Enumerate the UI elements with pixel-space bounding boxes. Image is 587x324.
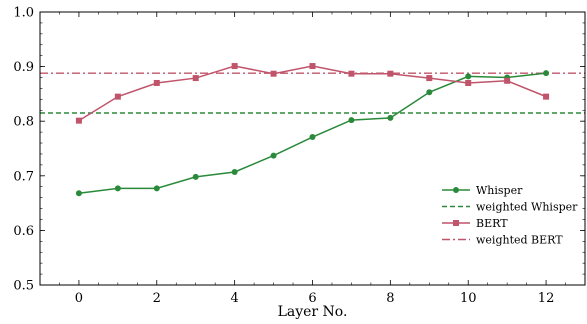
legend-label-1: weighted Whisper <box>476 201 578 214</box>
series-0-point-4 <box>231 168 238 175</box>
legend-label-2: BERT <box>476 217 508 230</box>
y-tick-label-1: 0.6 <box>13 224 34 239</box>
series-1-point-4 <box>231 63 238 70</box>
series-0-point-10 <box>465 73 472 80</box>
series-0-point-7 <box>348 117 355 124</box>
series-1-point-10 <box>465 79 472 86</box>
series-1-point-7 <box>348 70 355 77</box>
series-1-point-1 <box>114 93 121 100</box>
series-1-point-8 <box>387 70 394 77</box>
series-1-point-12 <box>543 93 550 100</box>
y-tick-label-5: 1.0 <box>13 6 34 21</box>
series-1-point-3 <box>192 75 199 82</box>
x-tick-label-2: 4 <box>231 291 239 306</box>
legend-marker-0 <box>453 187 459 193</box>
series-1-point-11 <box>504 77 511 84</box>
series-0-point-5 <box>270 152 277 159</box>
x-axis-label: Layer No. <box>278 304 348 320</box>
series-1-point-5 <box>270 70 277 77</box>
x-tick-label-6: 12 <box>538 291 555 306</box>
x-tick-label-4: 8 <box>386 291 394 306</box>
series-1-point-0 <box>75 117 82 124</box>
series-0-point-6 <box>309 134 316 141</box>
series-0-point-3 <box>192 173 199 180</box>
x-tick-label-5: 10 <box>460 291 477 306</box>
series-1-point-2 <box>153 79 160 86</box>
x-tick-label-0: 0 <box>75 291 83 306</box>
x-tick-label-1: 2 <box>153 291 161 306</box>
series-0-point-2 <box>153 185 160 192</box>
y-tick-label-3: 0.8 <box>13 115 34 130</box>
series-0-point-9 <box>426 89 433 96</box>
y-tick-label-0: 0.5 <box>13 279 34 294</box>
legend-label-0: Whisper <box>476 184 523 197</box>
series-0-point-0 <box>75 190 82 197</box>
legend-label-3: weighted BERT <box>476 234 563 247</box>
series-1-point-6 <box>309 63 316 70</box>
x-tick-label-3: 6 <box>308 291 316 306</box>
series-line-0 <box>78 72 547 195</box>
legend-marker-2 <box>453 220 459 226</box>
series-0-point-12 <box>543 70 550 77</box>
series-0-point-1 <box>114 185 121 192</box>
series-0-point-8 <box>387 114 394 121</box>
y-tick-label-2: 0.7 <box>13 169 34 184</box>
y-tick-label-4: 0.9 <box>13 60 34 75</box>
series-1-point-9 <box>426 75 433 82</box>
